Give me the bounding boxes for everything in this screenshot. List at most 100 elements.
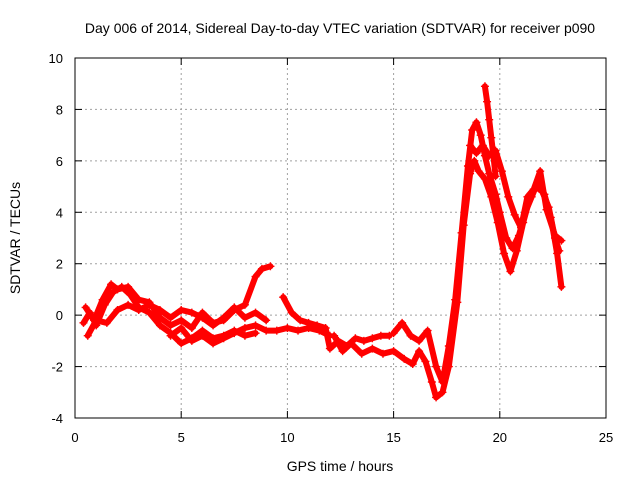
- data-point-marker: [187, 324, 196, 332]
- y-tick-label: 8: [56, 102, 63, 117]
- y-tick-label: 6: [56, 154, 63, 169]
- data-point-marker: [219, 334, 228, 343]
- data-point-marker: [432, 362, 441, 371]
- data-point-marker: [489, 151, 498, 160]
- data-point-marker: [398, 318, 407, 327]
- data-point-marker: [468, 126, 477, 134]
- data-point-marker: [514, 231, 523, 240]
- data-point-marker: [240, 324, 249, 332]
- data-point-marker: [145, 300, 154, 309]
- satellite-track-3: [83, 300, 271, 340]
- axis-ticks: 0 5 10 15 20 25 -4 -2 0 2 4 6 8 10: [49, 51, 614, 445]
- data-point-marker: [502, 234, 511, 242]
- data-point-marker: [251, 272, 260, 281]
- data-point-marker: [415, 347, 424, 356]
- series-trace: [82, 263, 274, 331]
- x-tick-label: 10: [280, 430, 294, 445]
- data-point-marker: [478, 141, 487, 150]
- data-point-marker: [510, 210, 519, 219]
- grid: [75, 58, 606, 418]
- data-point-marker: [529, 185, 538, 194]
- data-point-marker: [83, 331, 92, 340]
- data-point-marker: [474, 167, 483, 176]
- data-point-marker: [251, 308, 260, 317]
- data-point-marker: [262, 326, 271, 335]
- y-tick-label: 4: [56, 205, 63, 220]
- data-point-marker: [134, 306, 143, 314]
- data-point-marker: [124, 282, 133, 291]
- data-point-marker: [198, 313, 207, 322]
- data-point-marker: [166, 313, 175, 322]
- data-point-marker: [472, 149, 481, 158]
- data-point-marker: [155, 313, 164, 322]
- data-point-marker: [421, 357, 430, 366]
- y-tick-label: 0: [56, 308, 63, 323]
- satellite-track-9: [480, 82, 500, 181]
- data-point-marker: [463, 162, 472, 170]
- data-point-marker: [504, 192, 513, 201]
- data-point-marker: [557, 236, 566, 245]
- data-point-marker: [557, 282, 566, 291]
- data-point-marker: [92, 316, 101, 325]
- data-point-marker: [472, 118, 481, 127]
- data-point-marker: [166, 331, 175, 340]
- data-point-marker: [368, 344, 377, 353]
- chart-title: Day 006 of 2014, Sidereal Day-to-day VTE…: [85, 20, 595, 36]
- data-point-marker: [166, 321, 175, 330]
- data-point-marker: [495, 208, 504, 217]
- data-point-marker: [177, 306, 186, 314]
- data-point-marker: [262, 316, 271, 325]
- data-point-marker: [357, 349, 366, 358]
- data-point-marker: [107, 280, 116, 289]
- data-point-marker: [102, 318, 111, 327]
- data-point-marker: [251, 321, 260, 330]
- y-tick-label: -4: [51, 411, 63, 426]
- data-point-marker: [351, 334, 360, 343]
- data-point-marker: [187, 308, 196, 317]
- satellite-track-7: [389, 118, 566, 386]
- data-point-marker: [506, 267, 515, 276]
- data-point-marker: [423, 326, 432, 335]
- data-point-marker: [389, 329, 398, 338]
- y-tick-label: 10: [49, 51, 63, 66]
- data-point-marker: [389, 347, 398, 356]
- data-point-marker: [81, 303, 90, 312]
- data-point-marker: [466, 141, 475, 150]
- data-point-marker: [325, 344, 334, 353]
- data-point-marker: [209, 339, 218, 348]
- data-point-marker: [553, 249, 562, 258]
- data-point-marker: [376, 331, 385, 340]
- data-point-marker: [296, 316, 305, 325]
- data-point-marker: [427, 378, 436, 386]
- data-point-marker: [177, 324, 186, 332]
- data-point-marker: [444, 342, 453, 350]
- data-point-marker: [485, 115, 494, 124]
- x-tick-label: 25: [599, 430, 613, 445]
- data-point-marker: [432, 393, 441, 402]
- data-point-marker: [512, 246, 521, 255]
- data-point-marker: [523, 192, 532, 201]
- plot-frame: [74, 57, 607, 419]
- data-point-marker: [155, 321, 164, 330]
- data-point-marker: [542, 205, 551, 214]
- data-point-marker: [457, 228, 466, 237]
- data-point-marker: [347, 339, 356, 348]
- data-point-marker: [485, 169, 494, 178]
- data-point-marker: [483, 97, 492, 106]
- data-point-marker: [98, 295, 107, 304]
- data-point-marker: [294, 326, 303, 335]
- data-point-marker: [406, 331, 415, 340]
- data-point-marker: [155, 306, 164, 314]
- data-point-marker: [257, 264, 266, 273]
- data-point-marker: [113, 306, 122, 314]
- y-tick-label: -2: [51, 360, 63, 375]
- data-point-marker: [359, 336, 368, 345]
- data-point-marker: [415, 336, 424, 345]
- data-point-marker: [251, 329, 260, 338]
- data-point-marker: [272, 326, 281, 335]
- data-series: [79, 82, 566, 402]
- data-point-marker: [487, 133, 496, 142]
- data-point-marker: [304, 318, 313, 327]
- data-point-marker: [266, 262, 275, 271]
